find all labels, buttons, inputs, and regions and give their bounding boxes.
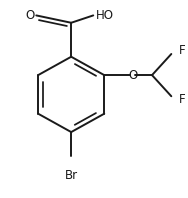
Text: O: O [128, 69, 137, 82]
Text: O: O [25, 9, 34, 22]
Text: Br: Br [65, 169, 78, 182]
Text: HO: HO [96, 9, 114, 22]
Text: F: F [179, 44, 185, 57]
Text: F: F [179, 93, 185, 106]
